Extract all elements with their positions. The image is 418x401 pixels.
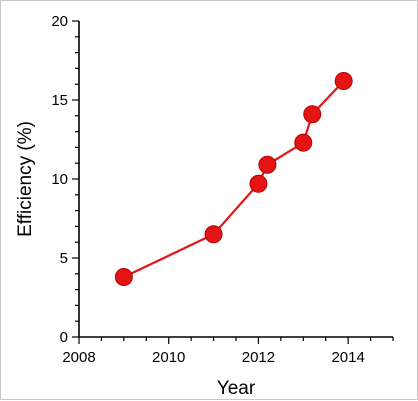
x-tick-label: 2008 <box>62 349 95 366</box>
x-tick-label: 2014 <box>331 349 364 366</box>
data-point <box>249 174 268 193</box>
x-tick-label: 2012 <box>242 349 275 366</box>
axes: 0 5 10 15 20 2008 2010 2012 2014 <box>51 13 394 366</box>
y-axis-title: Efficiency (%) <box>15 121 36 237</box>
y-tick-label: 0 <box>60 329 68 346</box>
y-tick-label: 10 <box>51 171 68 188</box>
data-point <box>294 133 313 152</box>
data-point <box>258 155 277 174</box>
y-tick-label: 15 <box>51 92 68 109</box>
y-tick-label: 20 <box>51 13 68 30</box>
y-tick-label: 5 <box>60 250 68 267</box>
x-tick-label: 2010 <box>152 349 185 366</box>
x-axis-title: Year <box>217 378 256 399</box>
data-point <box>334 72 353 91</box>
data-point <box>303 105 322 124</box>
data-point <box>114 267 133 286</box>
data-point <box>204 225 223 244</box>
plot-area <box>114 72 353 286</box>
